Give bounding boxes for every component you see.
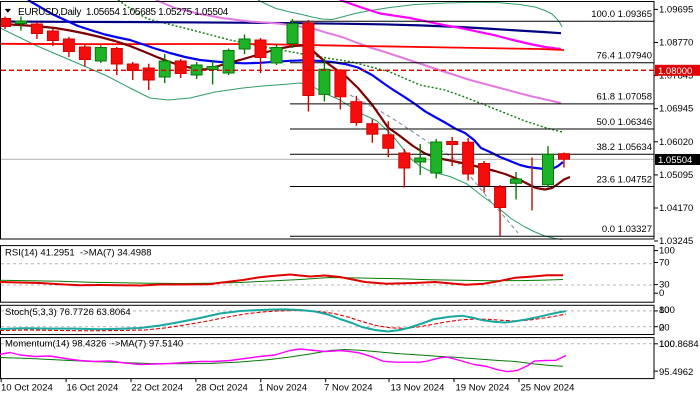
svg-text:25 Nov 2024: 25 Nov 2024	[521, 383, 575, 394]
svg-text:30: 30	[659, 280, 670, 291]
svg-text:13 Nov 2024: 13 Nov 2024	[391, 383, 445, 394]
svg-text:50.0 1.06346: 50.0 1.06346	[597, 117, 652, 128]
svg-text:1 Nov 2024: 1 Nov 2024	[259, 383, 308, 394]
svg-text:1.06945: 1.06945	[659, 104, 693, 115]
svg-text:22 Oct 2024: 22 Oct 2024	[131, 383, 183, 394]
svg-text:28 Oct 2024: 28 Oct 2024	[196, 383, 248, 394]
svg-text:100: 100	[659, 246, 675, 257]
svg-text:16 Oct 2024: 16 Oct 2024	[67, 383, 119, 394]
svg-text:1.07845: 1.07845	[659, 71, 693, 82]
svg-text:RSI(14) 41.2951 ->MA(7) 34.49: RSI(14) 41.2951 ->MA(7) 34.4988	[5, 248, 152, 259]
svg-text:1.05095: 1.05095	[659, 170, 693, 181]
svg-text:1.08000: 1.08000	[658, 66, 692, 77]
svg-text:1.04170: 1.04170	[659, 203, 693, 214]
svg-text:20: 20	[659, 323, 670, 334]
svg-text:0: 0	[659, 288, 664, 299]
svg-text:1.08770: 1.08770	[659, 38, 693, 49]
svg-text:10 Oct 2024: 10 Oct 2024	[1, 383, 53, 394]
svg-text:38.2 1.05634: 38.2 1.05634	[597, 142, 652, 153]
svg-text:Momentum(14) 98.4326 ->MA(7): Momentum(14) 98.4326 ->MA(7) 97.5140	[5, 339, 183, 350]
svg-text:7 Nov 2024: 7 Nov 2024	[324, 383, 373, 394]
svg-text:23.6 1.04752: 23.6 1.04752	[597, 174, 652, 185]
svg-text:76.4 1.07940: 76.4 1.07940	[597, 51, 652, 62]
svg-text:100: 100	[659, 339, 675, 350]
svg-text:Stoch(5,3,3) 76.7726 63.8064: Stoch(5,3,3) 76.7726 63.8064	[5, 307, 131, 318]
svg-text:100.8684: 100.8684	[659, 339, 699, 350]
svg-text:1.06020: 1.06020	[659, 137, 693, 148]
svg-text:1.03245: 1.03245	[659, 236, 693, 247]
svg-text:61.8 1.07058: 61.8 1.07058	[597, 92, 652, 103]
svg-text:EURUSD,Daily 1.05654 1.05685: EURUSD,Daily 1.05654 1.05685 1.05275 1.0…	[18, 7, 229, 18]
svg-text:100.0 1.09365: 100.0 1.09365	[591, 9, 652, 20]
svg-text:0: 0	[659, 323, 664, 334]
svg-text:95.4962: 95.4962	[659, 367, 693, 378]
svg-text:1.09695: 1.09695	[659, 4, 693, 15]
svg-text:80: 80	[659, 305, 670, 316]
svg-text:100: 100	[659, 305, 675, 316]
svg-text:0.0 1.03327: 0.0 1.03327	[602, 224, 652, 235]
svg-text:1.05504: 1.05504	[658, 155, 692, 166]
svg-text:19 Nov 2024: 19 Nov 2024	[456, 383, 510, 394]
svg-text:70: 70	[659, 258, 670, 269]
